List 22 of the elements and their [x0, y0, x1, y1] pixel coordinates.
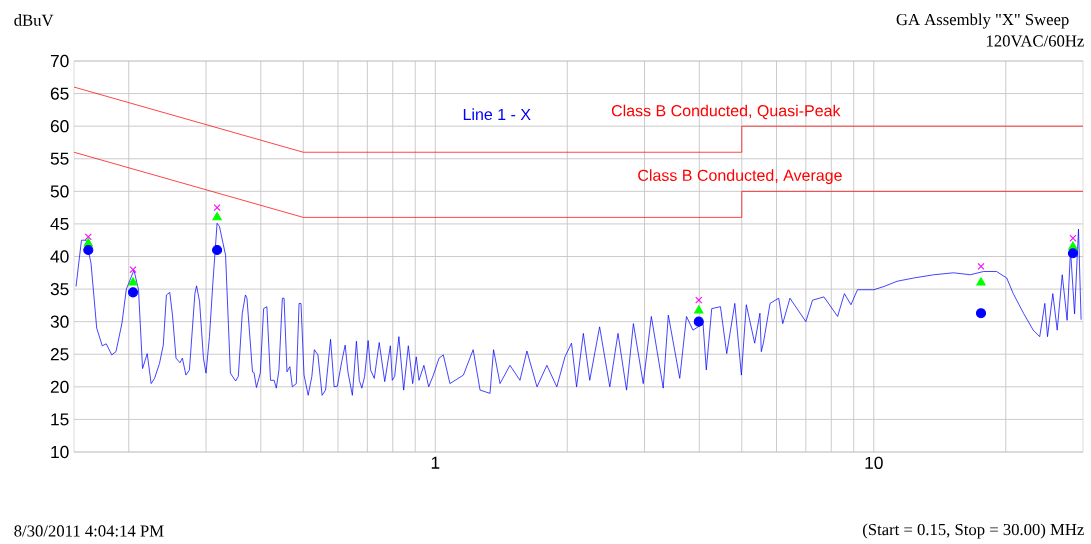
y-tick-label: 10: [51, 445, 69, 459]
series-label: Class B Conducted, Quasi-Peak: [611, 104, 841, 120]
y-tick-label: 20: [50, 380, 69, 393]
y-tick-label: 70: [50, 54, 69, 68]
chart-subtitle: 120VAC/60Hz: [986, 35, 1084, 47]
text: 8/30/2011 4:04:14 PM: [14, 525, 164, 537]
x-tick-label: 1: [431, 456, 440, 469]
y-tick-label: 40: [50, 250, 69, 263]
y-tick-label: 55: [50, 152, 69, 165]
y-tick-label: 65: [50, 87, 69, 100]
y-tick-label: 30: [50, 315, 69, 328]
y-tick-label: 25: [50, 348, 69, 361]
y-tick-label: 15: [51, 413, 69, 426]
text: (Start = 0.15, Stop = 30.00) MHz: [863, 523, 1084, 539]
y-tick-label: 35: [50, 282, 69, 296]
y-tick-label: 45: [50, 217, 69, 230]
y-tick-label: 60: [50, 120, 69, 133]
chart-title: GA Assembly "X" Sweep: [896, 13, 1069, 29]
series-label: Class B Conducted, Average: [638, 169, 842, 185]
y-axis-title: dBuV: [14, 14, 54, 26]
y-tick-label: 50: [50, 185, 69, 198]
text: Line 1 - X: [463, 108, 531, 121]
